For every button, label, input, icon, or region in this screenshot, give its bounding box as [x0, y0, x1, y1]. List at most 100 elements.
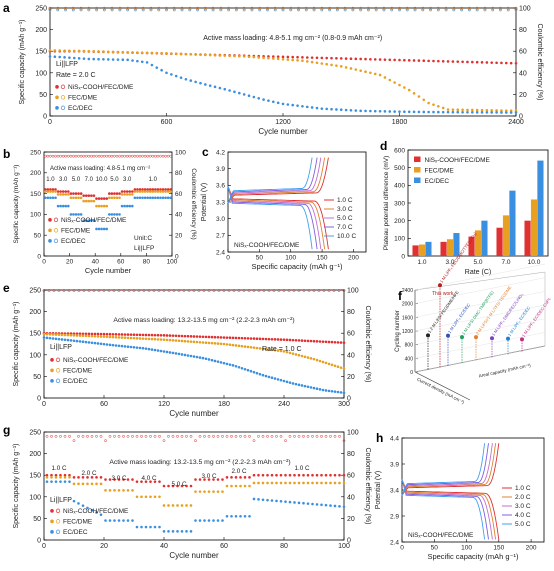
capacity-point: [213, 342, 217, 345]
ce-point: [123, 154, 126, 158]
capacity-point: [230, 484, 233, 488]
ce-point: [51, 154, 55, 158]
capacity-point: [213, 359, 217, 363]
ce-point: [292, 289, 296, 292]
capacity-point: [320, 62, 324, 65]
y-tick-label: 50: [33, 516, 41, 523]
capacity-point: [219, 361, 223, 364]
capacity-point: [330, 363, 334, 367]
capacity-point: [330, 107, 333, 111]
capacity-point: [192, 355, 196, 358]
capacity-point: [74, 192, 78, 195]
ce-point: [59, 434, 62, 438]
legend-marker: [53, 217, 59, 222]
ce-point: [211, 6, 215, 10]
capacity-point: [192, 340, 196, 344]
capacity-point: [59, 476, 62, 479]
ce-point: [64, 7, 67, 11]
capacity-point: [466, 110, 469, 114]
capacity-point: [349, 108, 353, 112]
capacity-point: [441, 59, 445, 63]
y2-tick-label: 0: [347, 395, 351, 402]
capacity-point: [162, 338, 166, 341]
capacity-point: [151, 190, 155, 193]
capacity-point: [135, 333, 139, 337]
capacity-point: [504, 61, 508, 65]
ce-point: [279, 434, 283, 438]
legend-marker: [55, 85, 59, 89]
capacity-point: [311, 473, 314, 477]
capacity-point: [239, 484, 242, 488]
ce-point: [302, 434, 305, 438]
ce-point: [491, 8, 495, 12]
capacity-point: [96, 332, 100, 336]
capacity-point: [228, 336, 232, 340]
capacity-point: [249, 337, 253, 340]
capacity-point: [261, 373, 265, 377]
capacity-point: [87, 219, 91, 222]
capacity-point: [131, 190, 134, 193]
capacity-point: [126, 345, 130, 349]
capacity-point: [151, 196, 155, 200]
capacity-point: [180, 339, 184, 343]
capacity-point: [92, 194, 96, 197]
ce-point: [203, 7, 207, 11]
ce-point: [514, 8, 518, 12]
capacity-point: [77, 213, 80, 216]
capacity-point: [281, 55, 285, 59]
capacity-point: [153, 333, 157, 337]
capacity-point: [189, 340, 193, 343]
ce-point: [436, 6, 440, 10]
capacity-point: [378, 73, 382, 77]
capacity-point: [58, 55, 62, 59]
legend-marker: [55, 357, 61, 362]
ce-point: [398, 8, 401, 12]
legend-entry: 7.0 C: [337, 224, 353, 231]
capacity-point: [164, 188, 167, 191]
capacity-point: [45, 473, 49, 477]
capacity-point: [117, 344, 121, 348]
ce-point: [405, 6, 409, 10]
ce-point: [120, 154, 124, 158]
capacity-point: [312, 339, 316, 343]
capacity-point: [174, 339, 178, 342]
x-tick-label: 50: [431, 545, 439, 552]
capacity-point: [162, 504, 166, 507]
capacity-point: [162, 350, 166, 353]
capacity-point: [461, 108, 464, 112]
ce-point: [335, 6, 339, 10]
ce-point: [289, 6, 293, 10]
ce-point: [289, 8, 293, 12]
capacity-point: [335, 64, 338, 67]
discharge-curve: [227, 186, 329, 250]
ce-point: [95, 7, 99, 11]
capacity-point: [176, 504, 179, 507]
capacity-point: [158, 480, 161, 483]
capacity-point: [504, 111, 508, 114]
capacity-point: [490, 111, 494, 114]
ce-point: [499, 7, 502, 11]
capacity-point: [75, 334, 79, 337]
ce-point: [374, 8, 378, 12]
capacity-point: [54, 188, 57, 191]
ce-point: [102, 8, 106, 12]
capacity-point: [500, 109, 503, 112]
ce-point: [405, 8, 409, 12]
capacity-point: [329, 504, 332, 507]
capacity-point: [437, 59, 440, 63]
capacity-point: [140, 495, 143, 499]
ce-point: [180, 7, 184, 11]
capacity-point: [114, 344, 118, 347]
ce-point: [74, 154, 78, 158]
ce-point: [188, 6, 192, 10]
rate-label: 2.0 C: [231, 468, 247, 475]
capacity-point: [403, 110, 406, 114]
y2-axis-label: Coulombic efficiency (%): [364, 306, 371, 383]
capacity-point: [141, 188, 144, 191]
capacity-point: [140, 480, 143, 483]
capacity-point: [310, 106, 314, 109]
capacity-point: [64, 193, 68, 196]
ce-point: [102, 154, 106, 158]
capacity-point: [54, 333, 58, 336]
y-tick-label: 50: [33, 374, 41, 381]
